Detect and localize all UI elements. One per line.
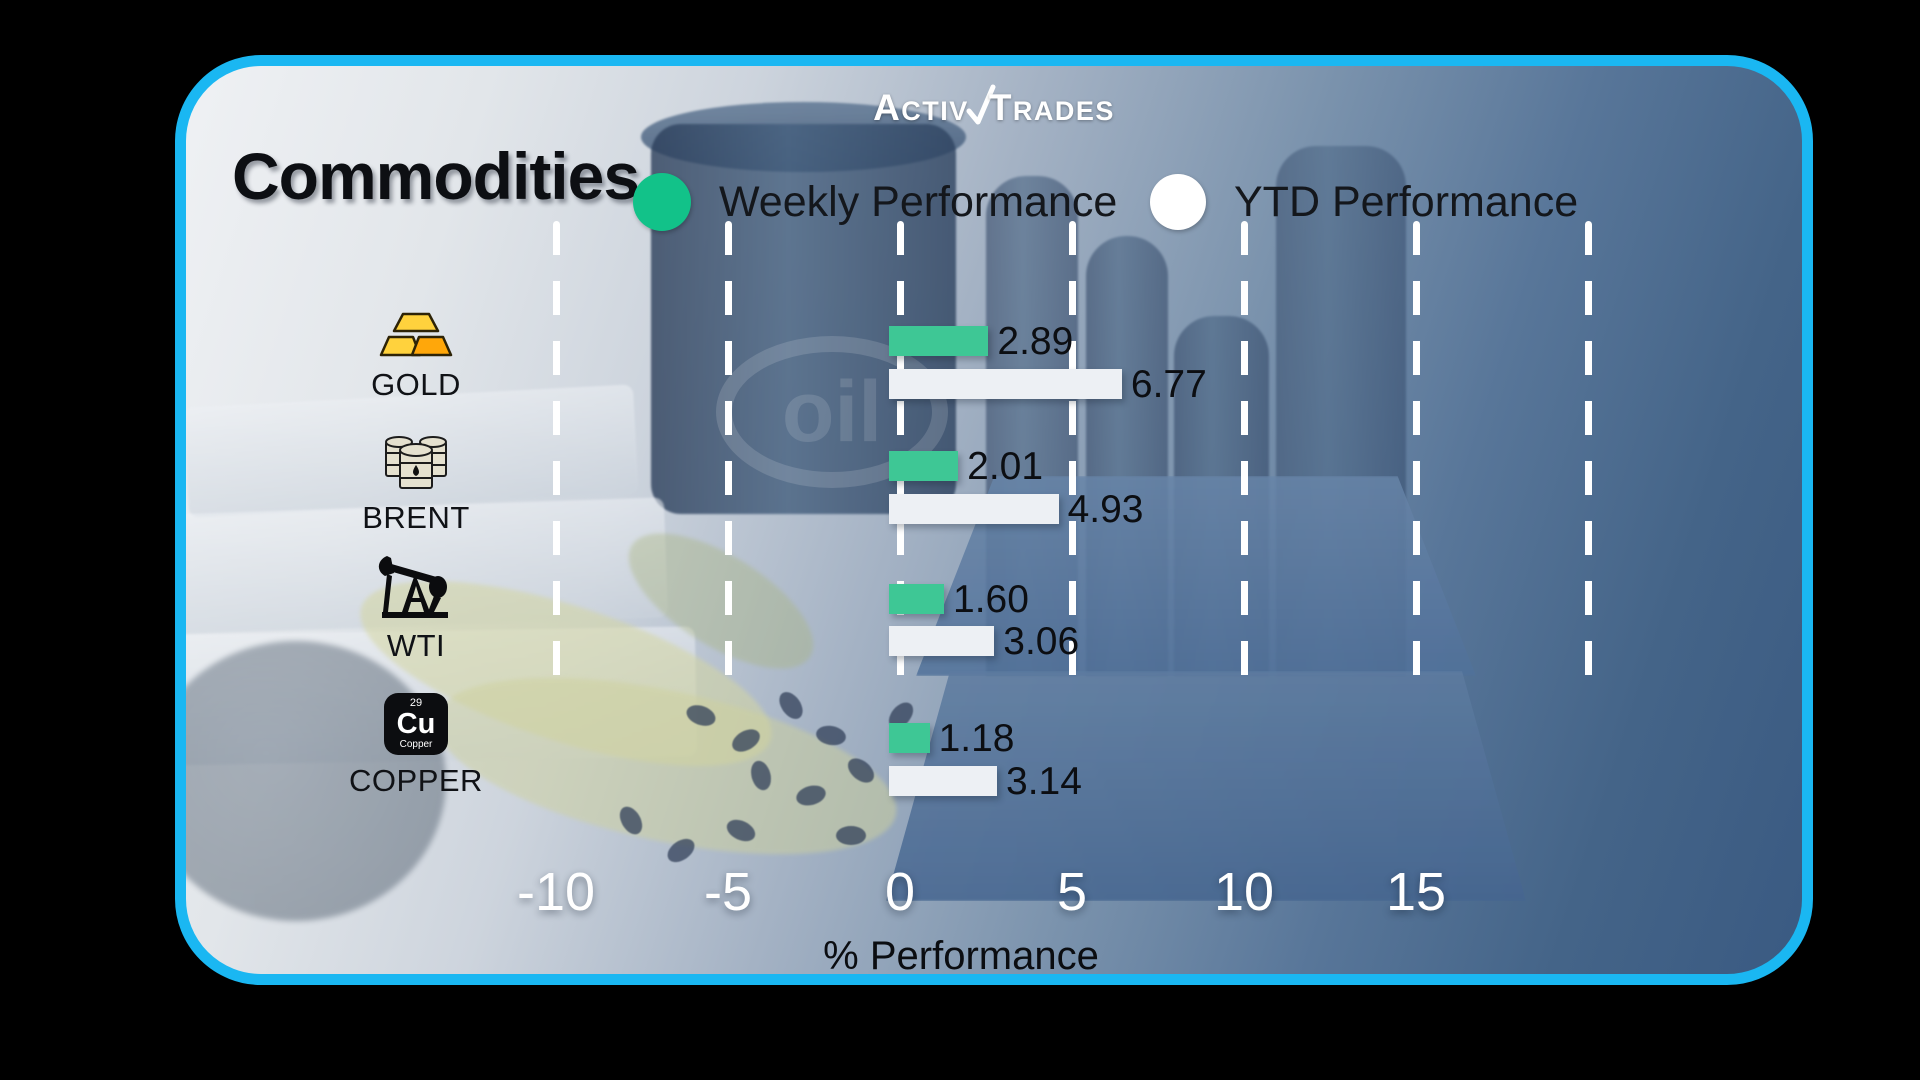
gold-bars-icon <box>379 312 453 357</box>
ytd-bar <box>889 369 1122 399</box>
category-brent: BRENT <box>326 434 506 536</box>
gridline <box>1068 221 1076 695</box>
copper-atomic-number: 29 <box>409 697 423 709</box>
x-tick-label: 10 <box>1213 862 1275 922</box>
ytd-bar <box>889 766 998 796</box>
category-label: COPPER <box>349 763 483 798</box>
copper-name: Copper <box>399 739 433 750</box>
ytd-bar-row-copper: 3.14 <box>889 762 1082 801</box>
x-axis-title: % Performance <box>823 934 1099 978</box>
weekly-bar <box>889 584 945 614</box>
weekly-bar <box>889 723 930 753</box>
gridline <box>1412 221 1420 695</box>
ytd-bar-row-gold: 6.77 <box>889 365 1207 404</box>
x-tick-label: 0 <box>884 862 916 922</box>
legend-ytd: YTD Performance <box>1150 171 1578 233</box>
ytd-bar <box>889 626 995 656</box>
weekly-bar <box>889 451 959 481</box>
weekly-bar <box>889 326 989 356</box>
category-label: WTI <box>386 628 446 663</box>
legend-weekly: Weekly Performance <box>633 171 1117 233</box>
category-gold: GOLD <box>326 311 506 403</box>
ytd-legend-dot <box>1150 174 1206 230</box>
weekly-value: 2.89 <box>997 319 1074 363</box>
ytd-value: 4.93 <box>1067 487 1144 531</box>
page-title: Commodities <box>232 139 640 213</box>
x-tick-label: -10 <box>516 862 596 922</box>
ytd-bar <box>889 494 1059 524</box>
pumpjack-icon <box>378 556 448 618</box>
weekly-bar-row-gold: 2.89 <box>889 322 1073 361</box>
gridline <box>1584 221 1592 695</box>
gridline <box>724 221 732 695</box>
ytd-legend-label: YTD Performance <box>1234 177 1579 226</box>
weekly-value: 2.01 <box>967 444 1044 488</box>
logo-text-activ: ACTIV <box>873 87 969 128</box>
ytd-value: 3.06 <box>1003 619 1080 663</box>
metal-cylinder-graphic <box>1086 236 1168 676</box>
logo-text-trades: TRADES <box>988 87 1115 128</box>
copper-element-icon: 29 Cu Copper <box>384 693 448 755</box>
x-tick-label: 5 <box>1056 862 1088 922</box>
activtrades-logo: ACTIV TRADES <box>186 84 1802 126</box>
infographic-card: oil ACTIV TRADES Commodities Weekly Perf… <box>175 55 1813 985</box>
weekly-value: 1.18 <box>938 716 1015 760</box>
weekly-legend-dot <box>633 173 691 231</box>
x-tick-label: -5 <box>703 862 753 922</box>
category-copper: 29 Cu Copper COPPER <box>326 693 506 799</box>
weekly-bar-row-wti: 1.60 <box>889 580 1029 619</box>
corn-husk-graphic <box>608 507 834 695</box>
copper-symbol: Cu <box>396 708 436 740</box>
oil-barrels-icon <box>385 436 447 489</box>
ytd-value: 6.77 <box>1130 362 1207 406</box>
weekly-bar-row-copper: 1.18 <box>889 719 1014 758</box>
weekly-value: 1.60 <box>953 577 1029 621</box>
ytd-bar-row-wti: 3.06 <box>889 622 1079 661</box>
category-wti: WTI <box>326 554 506 664</box>
ytd-value: 3.14 <box>1006 759 1082 803</box>
ytd-bar-row-brent: 4.93 <box>889 490 1143 529</box>
logo-check-icon <box>966 84 996 125</box>
gridline <box>552 221 560 695</box>
category-label: GOLD <box>371 367 461 402</box>
weekly-bar-row-brent: 2.01 <box>889 447 1043 486</box>
x-tick-label: 15 <box>1385 862 1447 922</box>
weekly-legend-label: Weekly Performance <box>719 177 1118 226</box>
category-label: BRENT <box>362 500 470 535</box>
gridline <box>1240 221 1248 695</box>
